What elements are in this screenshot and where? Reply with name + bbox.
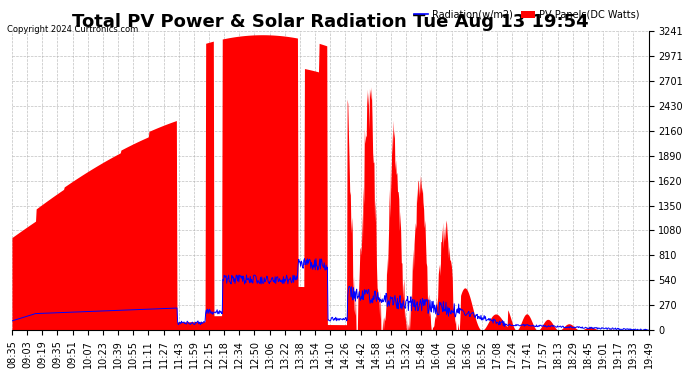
Text: Copyright 2024 Curtronics.com: Copyright 2024 Curtronics.com xyxy=(7,25,138,34)
Title: Total PV Power & Solar Radiation Tue Aug 13 19:54: Total PV Power & Solar Radiation Tue Aug… xyxy=(72,13,589,31)
Legend: Radiation(w/m2), PV Panels(DC Watts): Radiation(w/m2), PV Panels(DC Watts) xyxy=(410,6,644,24)
